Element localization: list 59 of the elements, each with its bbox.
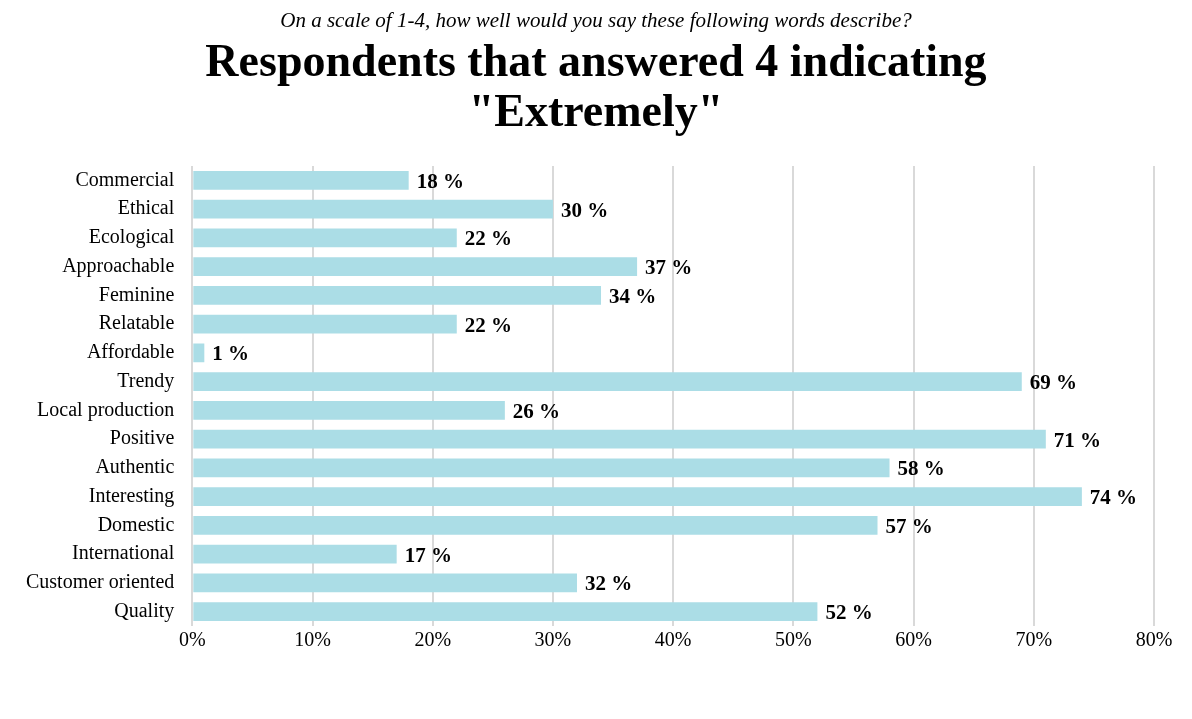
bar <box>193 199 553 219</box>
data-label: 18 % <box>416 168 464 193</box>
data-label: 37 % <box>645 255 693 280</box>
bar <box>193 228 457 248</box>
data-label: 34 % <box>609 283 657 308</box>
data-label: 22 % <box>464 312 513 337</box>
bar <box>193 401 505 420</box>
bar <box>193 602 818 621</box>
y-tick-label: Quality <box>114 598 175 622</box>
y-tick-label: Domestic <box>97 512 175 535</box>
y-tick-label: Relatable <box>98 311 175 334</box>
x-tick-label: 60% <box>895 628 932 651</box>
x-tick-label: 10% <box>294 628 331 651</box>
data-label: 57 % <box>885 513 933 538</box>
chart-title: Respondents that answered 4 indicating "Extremely" <box>204 35 988 136</box>
bar <box>193 487 1082 506</box>
chart-subtitle: On a scale of 1-4, how well would you say these following words describe? <box>279 8 913 32</box>
y-tick-label: Ecological <box>88 225 175 249</box>
data-label: 32 % <box>584 571 633 596</box>
x-tick-label: 20% <box>414 628 452 651</box>
data-label: 58 % <box>897 456 945 481</box>
x-tick-label: 70% <box>1015 628 1053 651</box>
bar <box>193 372 1022 391</box>
data-label: 22 % <box>464 226 513 251</box>
bar <box>193 286 602 305</box>
bar <box>193 458 890 478</box>
data-label: 69 % <box>1029 370 1078 395</box>
bar <box>193 314 457 334</box>
data-label: 1 % <box>212 341 250 366</box>
y-tick-label: Positive <box>109 426 175 449</box>
bar <box>193 429 1046 449</box>
bar <box>193 343 205 363</box>
y-tick-label: Authentic <box>95 455 175 478</box>
y-tick-label: Interesting <box>88 483 175 507</box>
data-label: 30 % <box>560 197 609 222</box>
data-label: 74 % <box>1089 485 1138 510</box>
data-label: 71 % <box>1053 427 1102 452</box>
x-tick-label: 40% <box>654 628 692 651</box>
data-label: 17 % <box>404 542 452 567</box>
bar <box>193 544 397 564</box>
y-tick-label: Customer oriented <box>25 570 175 593</box>
bar <box>193 573 577 593</box>
x-tick-label: 50% <box>775 628 812 651</box>
x-tick-label: 80% <box>1135 628 1173 651</box>
y-tick-label: Feminine <box>98 282 175 305</box>
y-tick-label: Trendy <box>117 368 175 392</box>
x-tick-label: 30% <box>534 628 572 651</box>
y-tick-label: Approachable <box>62 253 175 277</box>
y-tick-label: International <box>72 541 175 564</box>
y-tick-label: Affordable <box>86 340 175 363</box>
y-tick-label: Commercial <box>75 167 175 190</box>
data-label: 52 % <box>825 600 873 625</box>
data-label: 26 % <box>512 398 561 423</box>
bar <box>193 171 409 190</box>
y-tick-label: Local production <box>37 397 175 421</box>
bar <box>193 516 878 535</box>
bar <box>193 257 638 276</box>
x-tick-label: 0% <box>178 628 206 651</box>
y-tick-label: Ethical <box>117 196 175 219</box>
